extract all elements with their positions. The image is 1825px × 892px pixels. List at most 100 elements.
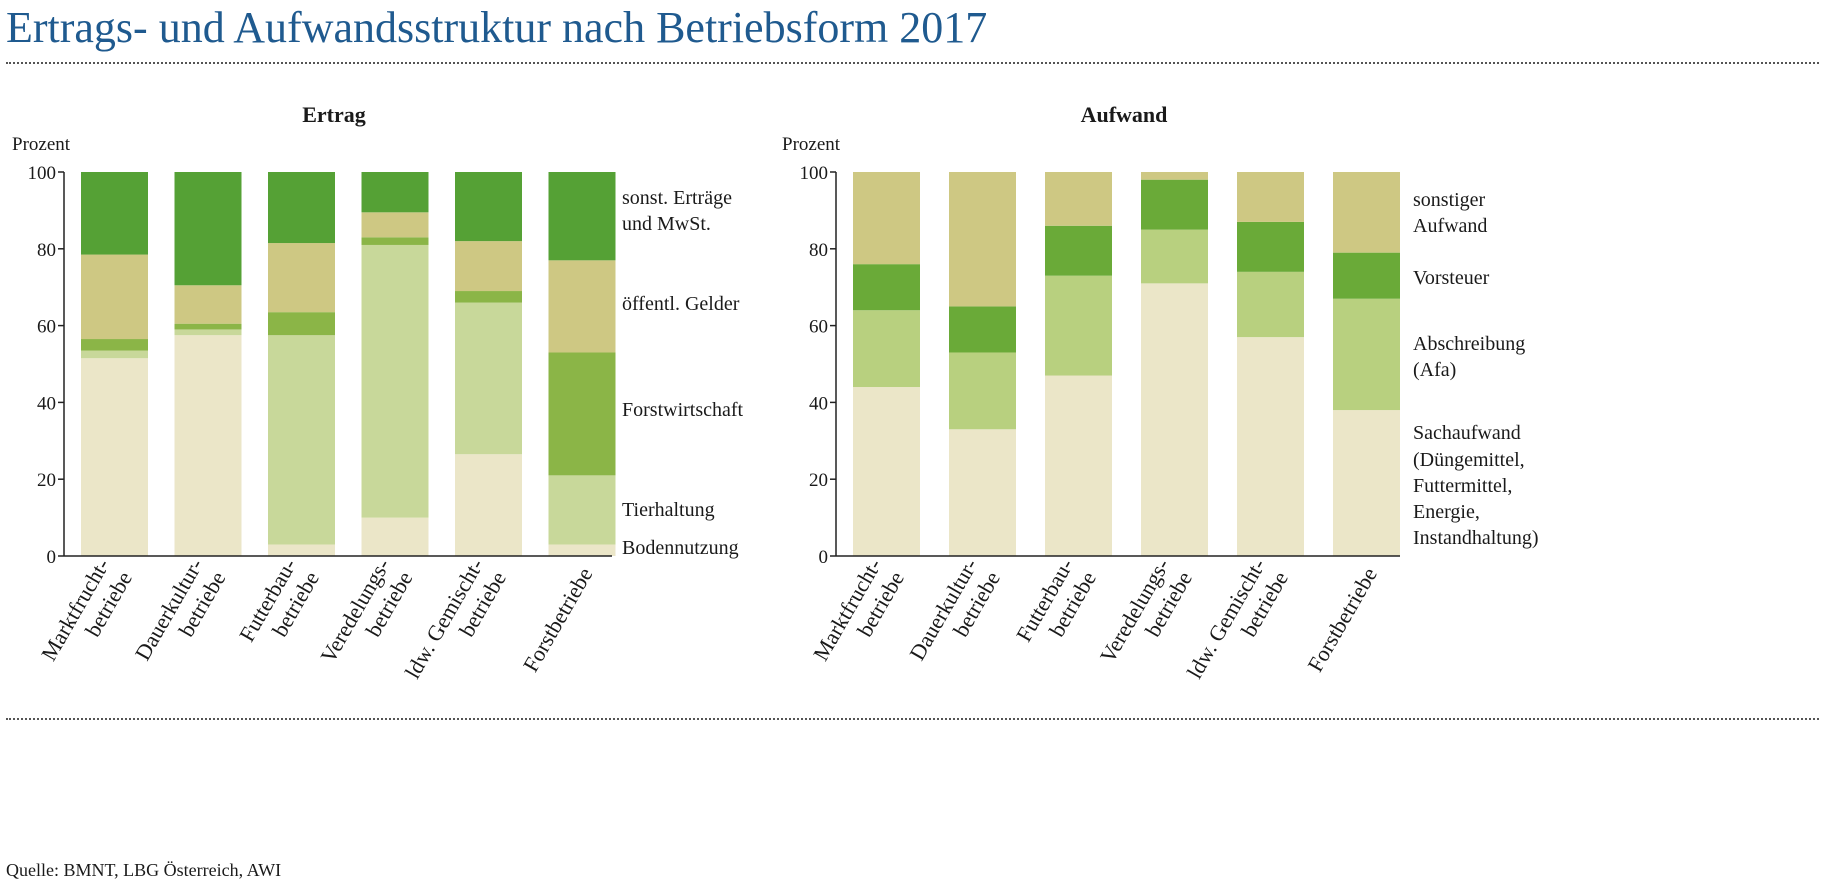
aufwand-bar-segment xyxy=(1333,298,1400,411)
ertrag-y-tick-label: 20 xyxy=(37,470,56,491)
legend-label-line: Vorsteuer xyxy=(1413,267,1490,289)
aufwand-y-axis-label: Prozent xyxy=(782,134,841,155)
ertrag-bar-segment xyxy=(361,517,429,556)
ertrag-legend-label: Forstwirtschaft xyxy=(622,399,744,421)
ertrag-bar-segment xyxy=(268,243,335,313)
ertrag-chart: Ertrag Prozent Marktfrucht-betriebeDauerku… xyxy=(12,102,744,696)
ertrag-y-tick-label: 40 xyxy=(37,393,56,414)
aufwand-chart: Aufwand Prozent Marktfrucht-betriebeDauerk… xyxy=(782,102,1539,696)
aufwand-legend-label: Sachaufwand (Düngemittel, Futtermittel, Ene… xyxy=(1413,422,1539,549)
aufwand-bar-segment xyxy=(1045,172,1112,226)
ertrag-bar-segment xyxy=(455,454,522,556)
ertrag-bar-segment xyxy=(174,172,242,286)
legend-label-line: und MwSt. xyxy=(622,213,711,235)
aufwand-bar-segment xyxy=(853,310,920,388)
ertrag-bar-segment xyxy=(548,475,616,545)
aufwand-y-tick-label: 80 xyxy=(809,240,828,261)
ertrag-bar-segment xyxy=(174,335,242,556)
ertrag-y-tick-label: 60 xyxy=(37,317,56,338)
ertrag-bar-segment xyxy=(174,329,242,336)
ertrag-bar-segment xyxy=(548,352,616,476)
ertrag-bar-segment xyxy=(268,312,335,336)
ertrag-bar-segment xyxy=(361,237,429,245)
ertrag-bar-segment xyxy=(268,544,335,556)
ertrag-bar-segment xyxy=(361,244,429,518)
aufwand-bar-segment xyxy=(853,387,920,556)
ertrag-y-tick-label: 100 xyxy=(28,163,57,184)
ertrag-bar-segment xyxy=(81,339,148,351)
aufwand-bar-segment xyxy=(1141,172,1208,180)
aufwand-bar-segment xyxy=(853,172,920,265)
bottom-divider xyxy=(6,718,1819,720)
ertrag-category-label: Forstbetriebe xyxy=(518,563,598,676)
legend-label-line: Sachaufwand xyxy=(1413,422,1521,444)
ertrag-y-tick-label: 0 xyxy=(47,547,57,568)
ertrag-bar-segment xyxy=(455,302,522,455)
legend-label-line: Aufwand xyxy=(1413,215,1487,237)
top-divider xyxy=(6,62,1819,64)
legend-label-line: (Düngemittel, xyxy=(1413,449,1525,471)
ertrag-bar-segment xyxy=(361,172,429,213)
ertrag-category-label: Dauerkultur-betriebe xyxy=(130,554,231,678)
legend-label-line: Bodennutzung xyxy=(622,537,739,559)
legend-label-line: Forstwirtschaft xyxy=(622,399,744,421)
ertrag-bar-segment xyxy=(548,260,616,353)
aufwand-category-label: Forstbetriebe xyxy=(1302,563,1382,676)
ertrag-bar-segment xyxy=(455,241,522,292)
aufwand-bar-segment xyxy=(1237,337,1304,556)
legend-label-line: Energie, xyxy=(1413,501,1480,523)
aufwand-category-label: ldw. Gemischt-betriebe xyxy=(1182,554,1293,696)
ertrag-legend-label: sonst. Erträge und MwSt. xyxy=(622,187,732,235)
aufwand-bar-segment xyxy=(1141,283,1208,556)
aufwand-bar-segment xyxy=(1045,275,1112,376)
legend-label-line: sonst. Erträge xyxy=(622,187,732,209)
aufwand-bar-segment xyxy=(1237,271,1304,338)
aufwand-bar-segment xyxy=(1333,252,1400,299)
aufwand-chart-title: Aufwand xyxy=(1081,102,1168,127)
aufwand-y-tick-label: 100 xyxy=(800,163,829,184)
category-label-line: Forstbetriebe xyxy=(1302,563,1382,676)
aufwand-bar-segment xyxy=(1333,410,1400,556)
aufwand-bar-segment xyxy=(949,429,1016,556)
ertrag-bar-segment xyxy=(455,172,522,242)
category-label-line: Forstbetriebe xyxy=(518,563,598,676)
ertrag-category-label: ldw. Gemischt-betriebe xyxy=(400,554,511,696)
aufwand-bar-segment xyxy=(1045,375,1112,556)
ertrag-bar-segment xyxy=(174,285,242,324)
ertrag-category-label: Futterbau-betriebe xyxy=(234,554,324,659)
ertrag-bar-segment xyxy=(268,172,335,244)
ertrag-bar-segment xyxy=(174,323,242,330)
aufwand-bar-segment xyxy=(949,352,1016,430)
ertrag-legend-label: öffentl. Gelder xyxy=(622,293,740,315)
legend-label-line: Tierhaltung xyxy=(622,499,715,521)
legend-label-line: Instandhaltung) xyxy=(1413,527,1539,549)
ertrag-y-axis-label: Prozent xyxy=(12,134,71,155)
ertrag-bar-segment xyxy=(81,254,148,340)
aufwand-category-label: Futterbau-betriebe xyxy=(1011,554,1101,659)
ertrag-bar-segment xyxy=(81,358,148,556)
aufwand-bar-segment xyxy=(949,306,1016,353)
aufwand-legend-label: sonstiger Aufwand xyxy=(1413,189,1487,237)
ertrag-category-label: Marktfrucht-betriebe xyxy=(36,554,137,678)
aufwand-bar-segment xyxy=(1237,172,1304,222)
page-title: Ertrags- und Aufwandsstruktur nach Betri… xyxy=(6,3,988,52)
legend-label-line: sonstiger xyxy=(1413,189,1486,211)
ertrag-y-tick-label: 80 xyxy=(37,240,56,261)
source-note: Quelle: BMNT, LBG Österreich, AWI xyxy=(6,860,282,880)
aufwand-category-label: Marktfrucht-betriebe xyxy=(808,554,909,678)
ertrag-legend-label: Bodennutzung xyxy=(622,537,739,559)
aufwand-bar-segment xyxy=(853,264,920,311)
legend-label-line: Futtermittel, xyxy=(1413,475,1512,497)
legend-label-line: Abschreibung xyxy=(1413,333,1525,355)
ertrag-bar-segment xyxy=(548,544,616,556)
aufwand-category-label: Dauerkultur-betriebe xyxy=(904,554,1005,678)
aufwand-bar-segment xyxy=(1045,225,1112,276)
aufwand-category-label: Veredelungs-betriebe xyxy=(1095,554,1197,680)
ertrag-bar-segment xyxy=(361,212,429,238)
ertrag-bar-segment xyxy=(268,335,335,545)
aufwand-bar-segment xyxy=(1141,229,1208,284)
aufwand-bar-segment xyxy=(1237,221,1304,272)
aufwand-bar-segment xyxy=(1141,179,1208,230)
ertrag-bar-segment xyxy=(548,172,616,261)
